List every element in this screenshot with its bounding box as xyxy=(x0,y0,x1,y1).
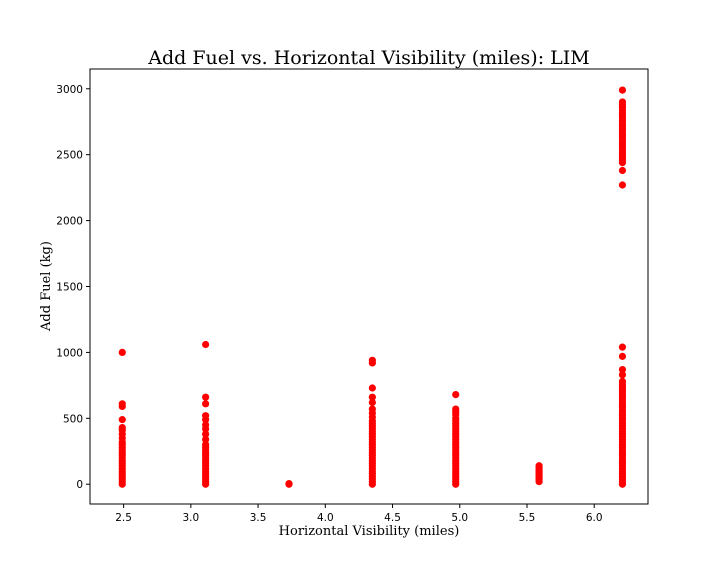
data-point xyxy=(202,430,210,438)
data-point xyxy=(618,181,627,189)
y-tick-label: 1500 xyxy=(56,282,83,294)
data-point xyxy=(618,86,627,94)
y-axis: 0 500 1000 1500 2000 2500 3000 xyxy=(56,84,90,491)
data-point xyxy=(202,412,210,420)
data-point xyxy=(118,416,126,424)
y-tick-label: 2500 xyxy=(56,150,83,162)
x-tick-label: 5.0 xyxy=(451,512,468,524)
x-tick-label: 5.5 xyxy=(519,512,536,524)
x-tick-label: 3.5 xyxy=(250,512,267,524)
x-tick-label: 4.5 xyxy=(384,512,401,524)
data-point xyxy=(202,393,210,401)
chart-title: Add Fuel vs. Horizontal Visibility (mile… xyxy=(147,47,589,69)
data-point xyxy=(618,352,627,360)
data-point xyxy=(202,400,210,408)
data-point xyxy=(202,441,210,449)
data-point xyxy=(368,398,376,407)
data-point xyxy=(285,479,293,488)
data-point xyxy=(368,356,376,364)
data-point xyxy=(618,377,627,386)
data-point xyxy=(368,384,376,392)
data-point xyxy=(118,423,126,432)
y-tick-label: 0 xyxy=(76,479,83,491)
data-point xyxy=(118,348,126,357)
data-point xyxy=(618,371,627,379)
x-tick-label: 2.5 xyxy=(115,512,132,524)
data-point xyxy=(368,393,376,401)
data-point xyxy=(535,462,543,470)
data-point xyxy=(452,390,460,399)
data-point xyxy=(202,421,210,429)
x-tick-label: 3.0 xyxy=(182,512,199,524)
y-tick-label: 1000 xyxy=(56,347,83,359)
data-point xyxy=(202,435,210,444)
data-point xyxy=(202,340,210,349)
x-axis: 2.5 3.0 3.5 4.0 4.5 5.0 5.5 6.0 xyxy=(115,504,603,524)
data-point xyxy=(618,343,627,351)
x-axis-label: Horizontal Visibility (miles) xyxy=(279,524,460,539)
data-point xyxy=(452,405,460,413)
x-tick-label: 6.0 xyxy=(586,512,603,524)
data-point xyxy=(118,400,126,408)
data-point xyxy=(618,166,627,175)
y-tick-label: 3000 xyxy=(56,84,83,96)
data-point xyxy=(368,405,376,413)
data-point xyxy=(618,98,627,106)
y-tick-label: 2000 xyxy=(56,216,83,228)
data-point xyxy=(618,365,627,374)
y-tick-label: 500 xyxy=(63,413,83,425)
x-tick-label: 4.0 xyxy=(317,512,334,524)
y-axis-label: Add Fuel (kg) xyxy=(39,241,54,332)
data-points xyxy=(118,86,627,488)
